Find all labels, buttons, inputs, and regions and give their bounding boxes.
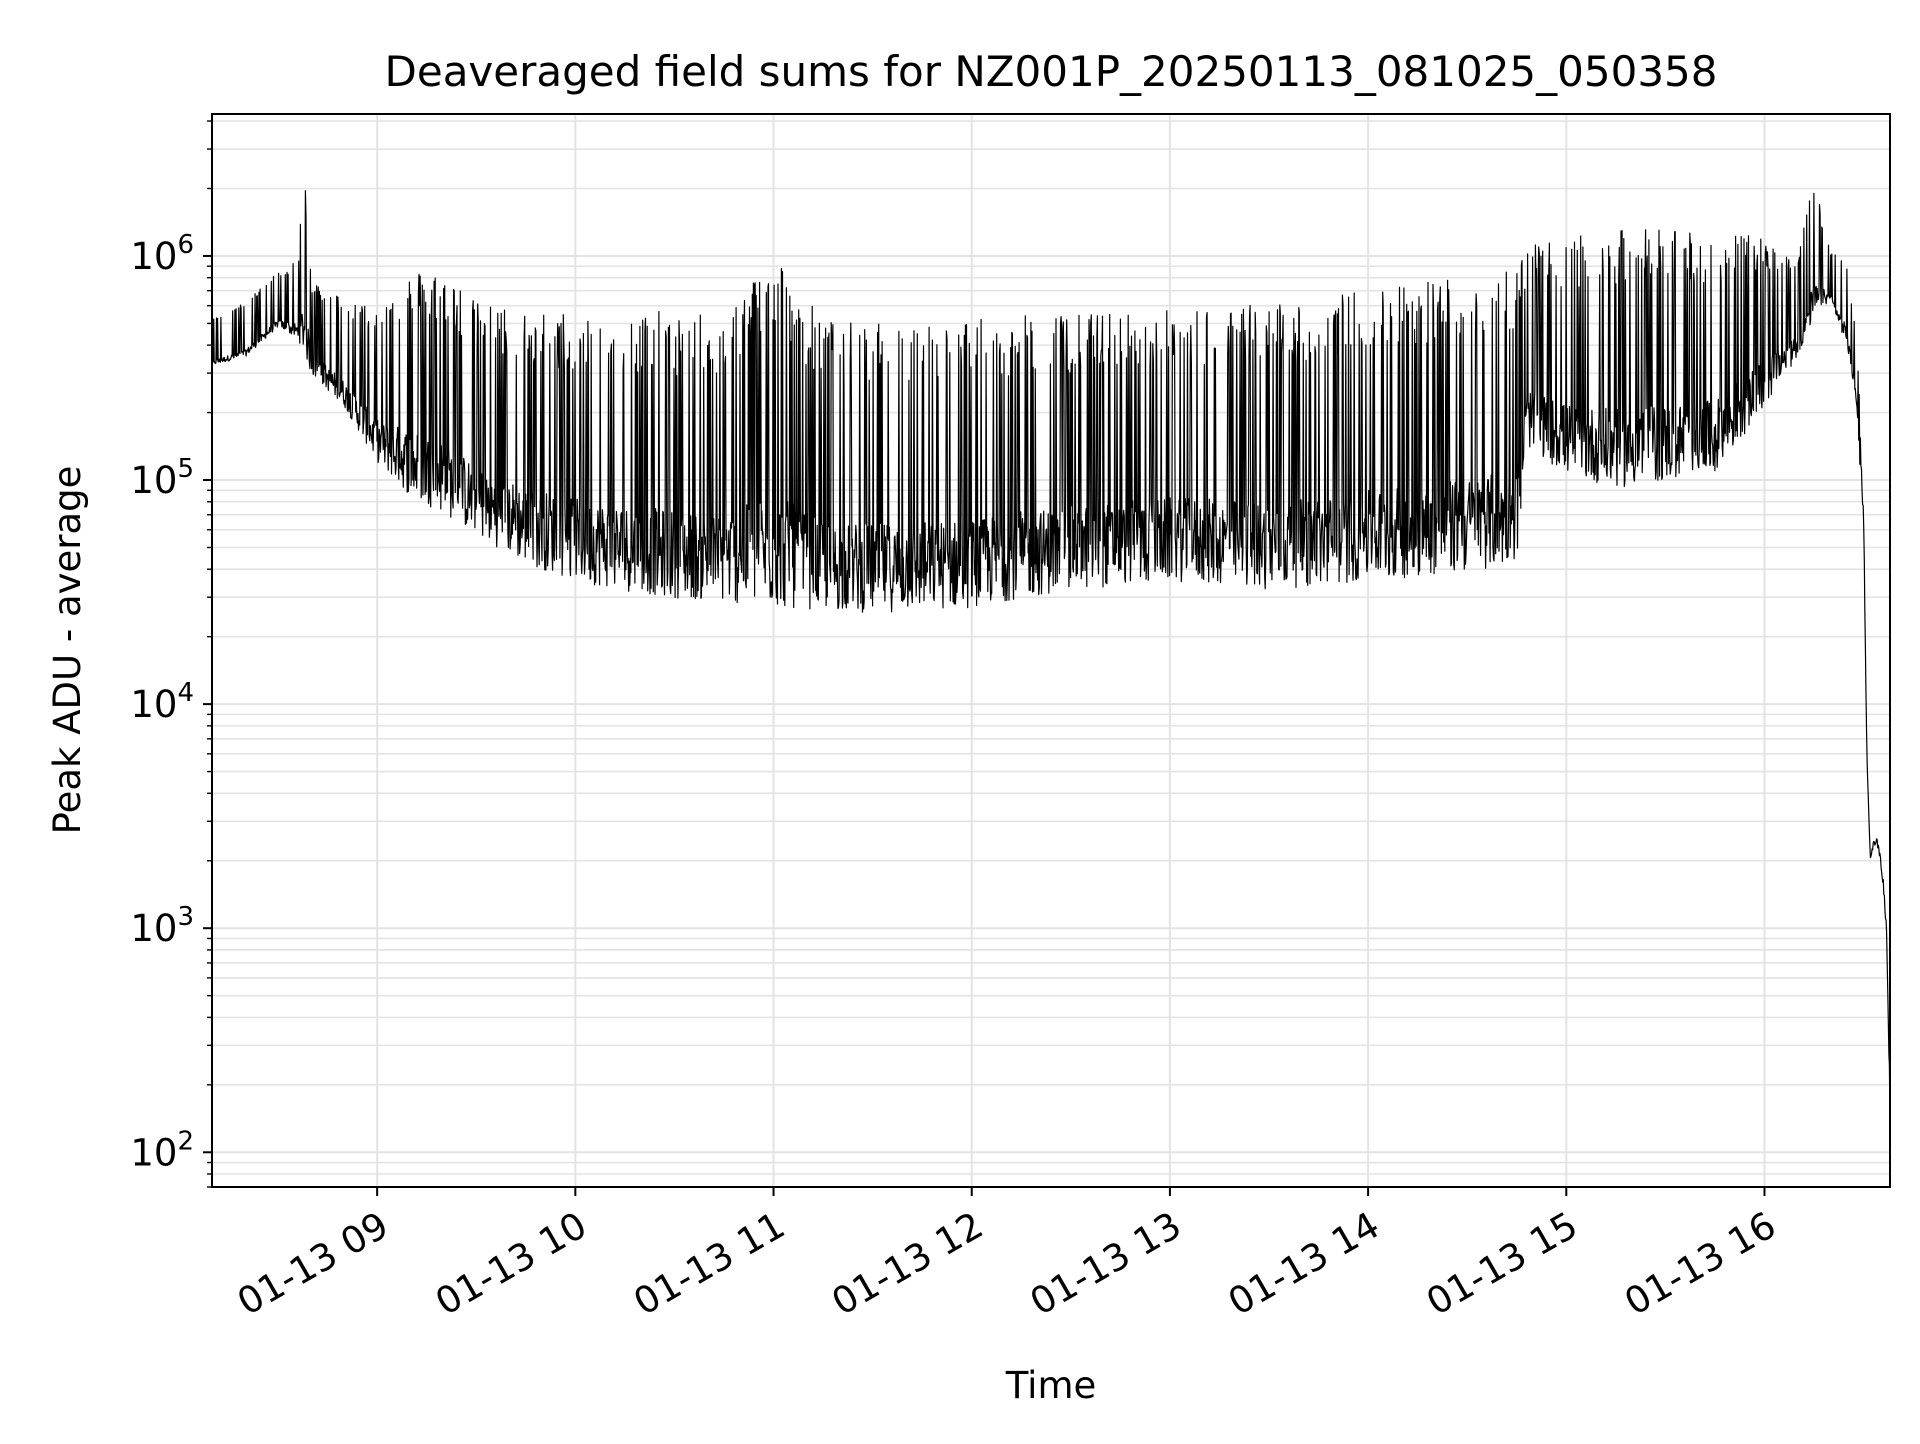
x-axis-label: Time <box>1005 1364 1097 1407</box>
y-tick-label: 103 <box>130 902 194 950</box>
chart-title: Deaveraged field sums for NZ001P_2025011… <box>385 47 1718 96</box>
y-axis-ticks: 102 103 104 105 106 <box>130 120 212 1188</box>
y-tick-label: 102 <box>130 1126 194 1174</box>
y-tick-label: 106 <box>130 230 194 278</box>
y-tick-label: 104 <box>130 678 194 726</box>
series-layer <box>211 190 1891 1126</box>
plot-frame <box>211 113 1891 1188</box>
y-tick-label: 105 <box>130 454 194 502</box>
series-line <box>211 190 1891 1126</box>
y-axis-label: Peak ADU - average <box>46 466 89 835</box>
